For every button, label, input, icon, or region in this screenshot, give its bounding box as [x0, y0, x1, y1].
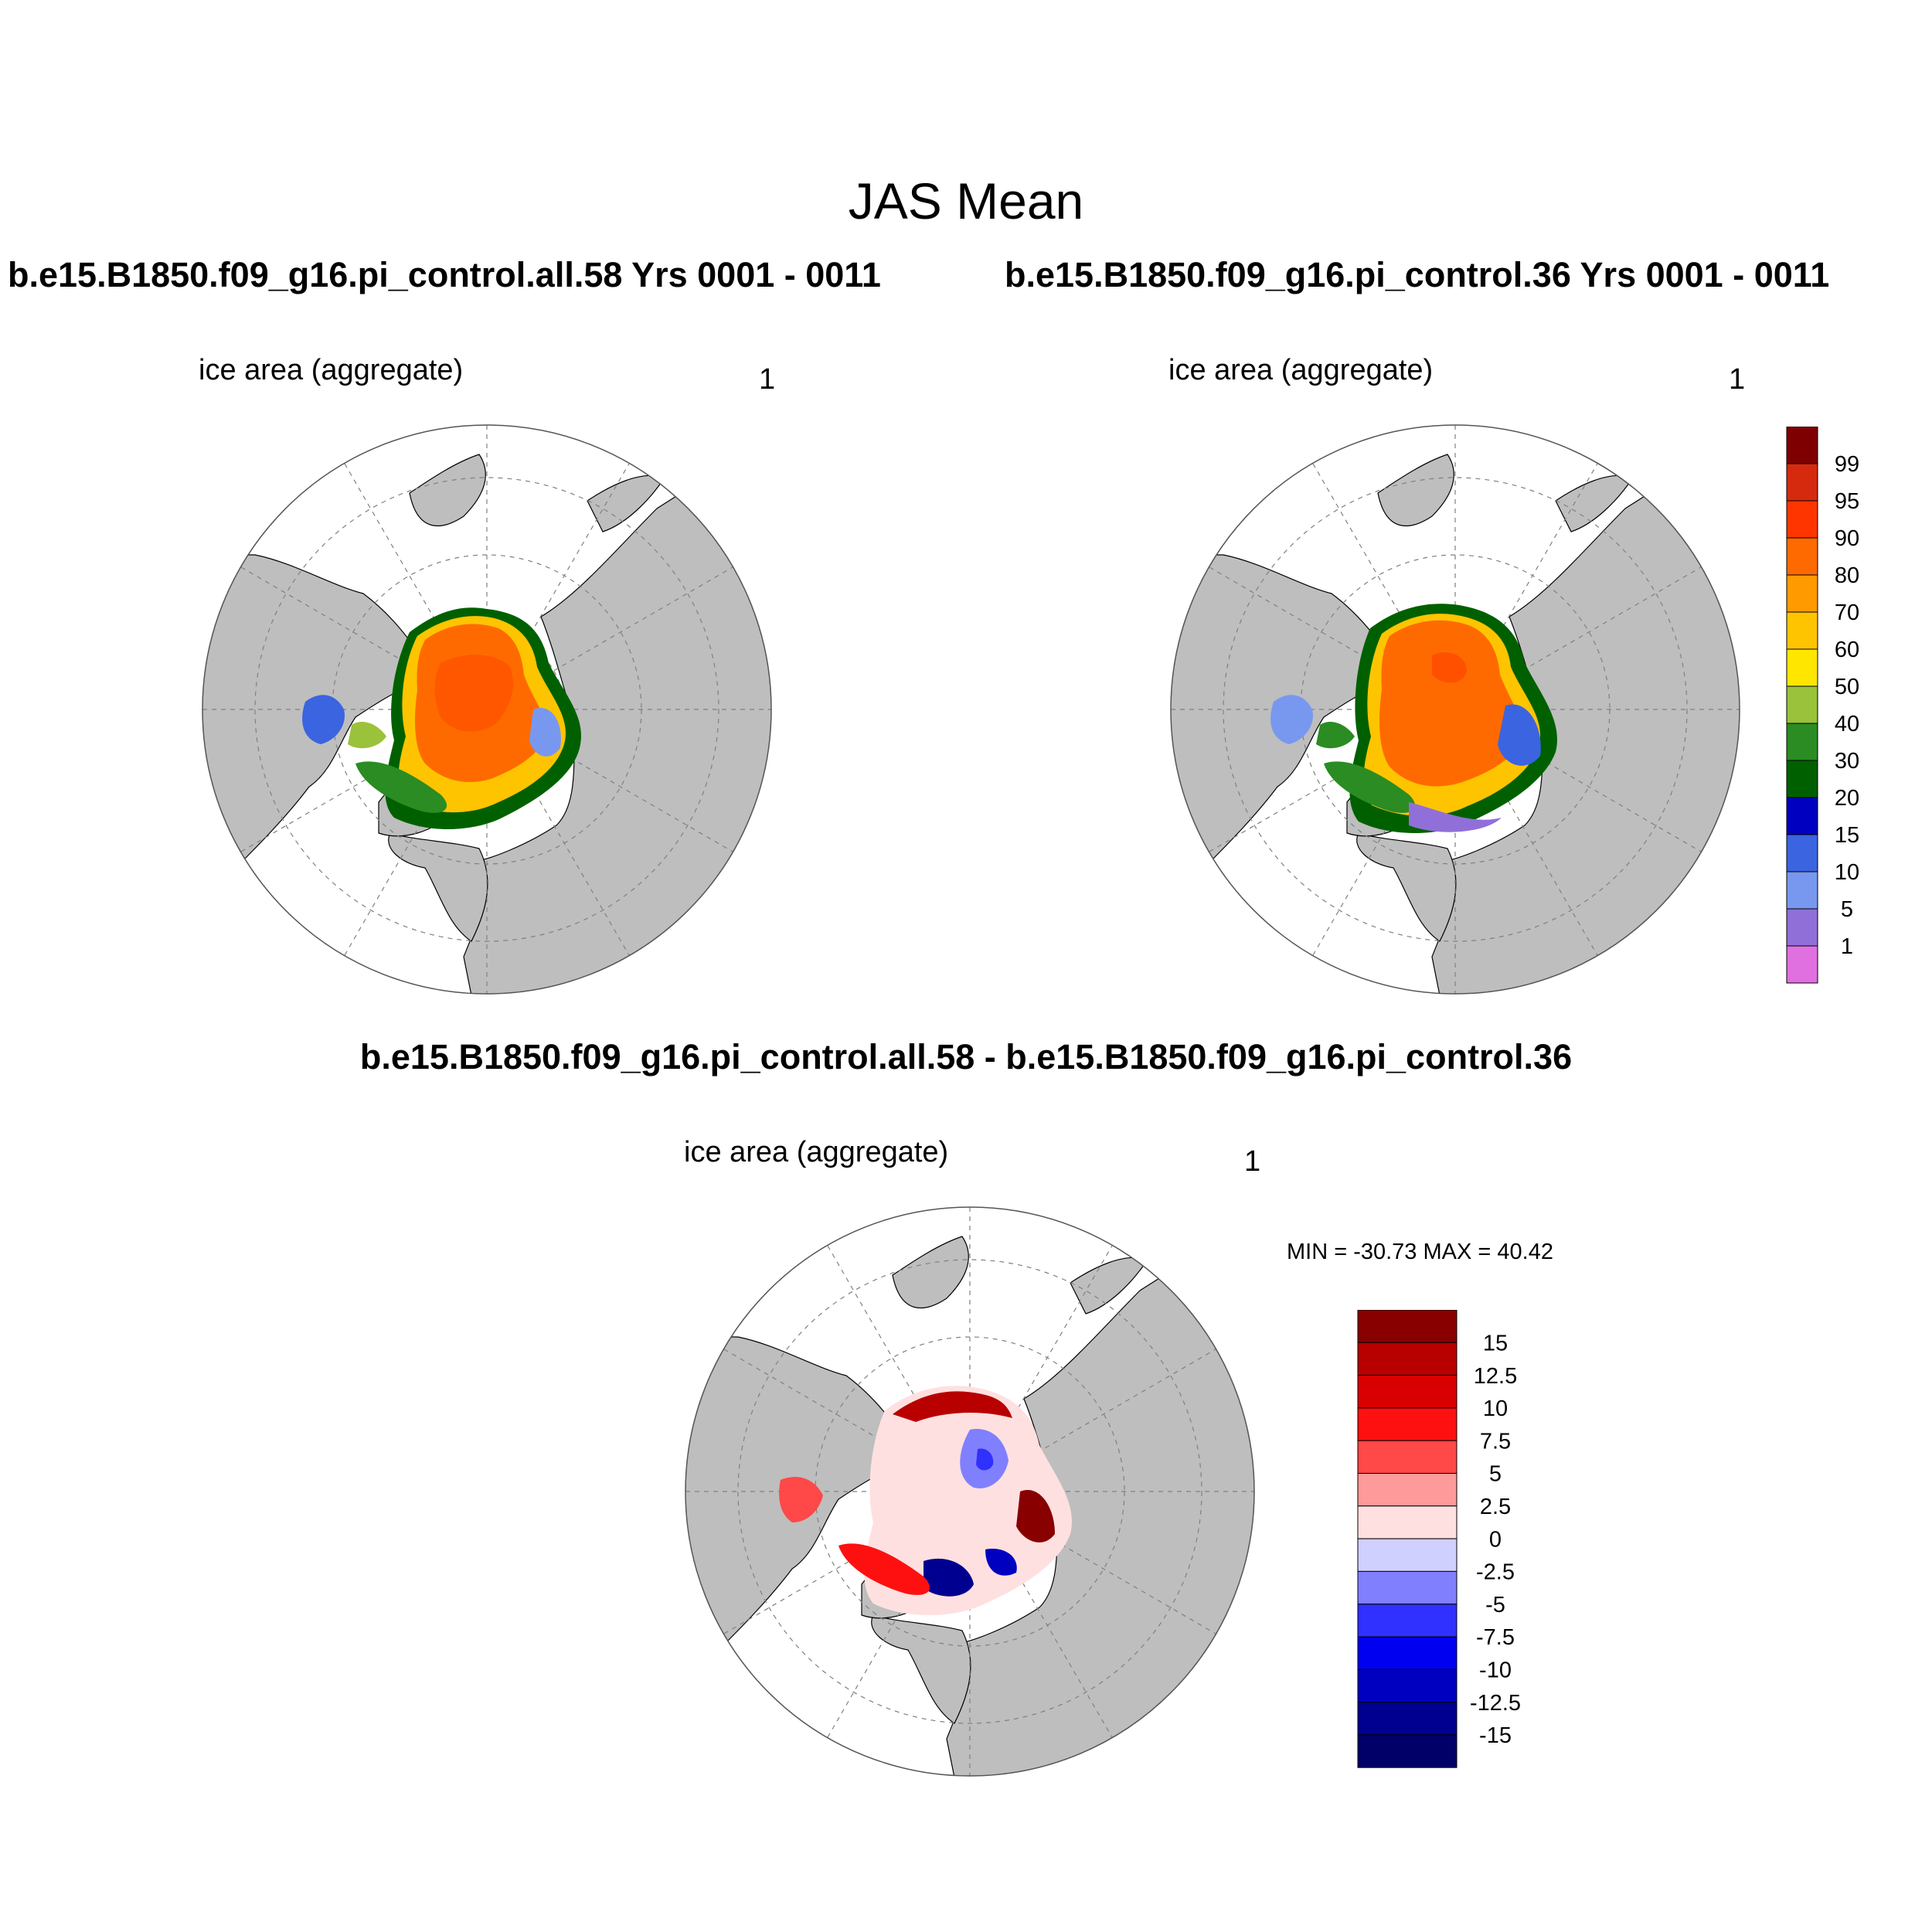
- ice-area-legend-label: 95: [1835, 489, 1859, 514]
- difference-legend-label: 15: [1483, 1331, 1508, 1355]
- difference-legend-label: 2.5: [1480, 1495, 1511, 1519]
- ice-area-legend-swatch: [1786, 723, 1818, 761]
- ice-area-legend-swatch: [1786, 427, 1818, 464]
- difference-legend-label: 0: [1489, 1527, 1502, 1552]
- ice-area-legend-swatch: [1786, 537, 1818, 576]
- diff-negative-blob: [923, 1558, 974, 1597]
- difference-legend-label: -15: [1479, 1723, 1512, 1748]
- panel1-ice-core: [415, 624, 547, 782]
- difference-legend-swatch: [1357, 1505, 1458, 1539]
- ice-area-legend-swatch: [1786, 834, 1818, 872]
- difference-legend-label: -7.5: [1476, 1625, 1515, 1650]
- diff-positive-barents: [1016, 1490, 1055, 1543]
- ice-area-legend-label: 70: [1835, 600, 1859, 625]
- ice-area-legend-swatch: [1786, 871, 1818, 910]
- difference-legend-label: 10: [1483, 1396, 1508, 1421]
- ice-area-legend-label: 15: [1835, 823, 1859, 848]
- difference-legend-swatch: [1357, 1407, 1458, 1441]
- panel1-ice-pack: [434, 655, 513, 732]
- difference-legend-swatch: [1357, 1636, 1458, 1670]
- ice-area-legend-swatch: [1786, 463, 1818, 502]
- ice-area-legend-swatch: [1786, 797, 1818, 835]
- ice-area-legend-swatch: [1786, 574, 1818, 613]
- ice-area-legend-swatch: [1786, 611, 1818, 650]
- ice-area-legend-label: 80: [1835, 563, 1859, 588]
- difference-legend-label: -5: [1485, 1593, 1505, 1617]
- difference-legend-label: 7.5: [1480, 1429, 1511, 1454]
- difference-legend-label: -10: [1479, 1658, 1512, 1682]
- diff-run-title: b.e15.B1850.f09_g16.pi_control.all.58 - …: [359, 1037, 1573, 1077]
- difference-legend-swatch: [1357, 1702, 1458, 1736]
- diff-units-label: 1: [1244, 1145, 1261, 1178]
- ice-area-legend-swatch: [1786, 760, 1818, 798]
- ice-area-legend-label: 60: [1835, 638, 1859, 662]
- ice-area-legend-label: 99: [1835, 452, 1859, 477]
- difference-legend-label: 5: [1489, 1462, 1502, 1487]
- panel1-polar-map: [201, 423, 773, 995]
- panel1-hudson-bay-ice: [302, 695, 345, 744]
- ice-area-legend-swatch: [1786, 685, 1818, 724]
- difference-legend-label: 12.5: [1474, 1364, 1517, 1389]
- ice-area-legend-swatch: [1786, 648, 1818, 687]
- ice-area-legend-label: 1: [1841, 934, 1853, 959]
- difference-legend-swatch: [1357, 1734, 1458, 1768]
- difference-legend-swatch: [1357, 1375, 1458, 1409]
- ice-area-legend-label: 30: [1835, 749, 1859, 774]
- panel2-units-label: 1: [1729, 363, 1746, 396]
- ice-area-legend-label: 40: [1835, 712, 1859, 736]
- panel2-polar-map: [1169, 423, 1741, 995]
- difference-legend-swatch: [1357, 1538, 1458, 1572]
- ice-area-legend-label: 50: [1835, 675, 1859, 699]
- panel1-units-label: 1: [759, 363, 776, 396]
- ice-area-legend-label: 5: [1841, 897, 1853, 922]
- difference-legend-swatch: [1357, 1668, 1458, 1703]
- diff-positive-arc: [893, 1391, 1012, 1422]
- ice-area-legend-label: 10: [1835, 860, 1859, 885]
- ice-area-legend-label: 90: [1835, 526, 1859, 551]
- panel2-variable-label: ice area (aggregate): [1168, 354, 1434, 386]
- panel1-run-title: b.e15.B1850.f09_g16.pi_control.all.58 Yr…: [8, 255, 881, 294]
- difference-legend-swatch: [1357, 1440, 1458, 1474]
- difference-legend-swatch: [1357, 1473, 1458, 1507]
- panel2-run-title: b.e15.B1850.f09_g16.pi_control.36 Yrs 00…: [1005, 255, 1830, 294]
- figure-title: JAS Mean: [848, 172, 1084, 230]
- diff-min-max-text: MIN = -30.73 MAX = 40.42: [1287, 1240, 1553, 1264]
- panel1-variable-label: ice area (aggregate): [199, 354, 464, 386]
- difference-legend-swatch: [1357, 1570, 1458, 1605]
- diff-ice-region: [864, 1386, 1072, 1615]
- difference-legend-swatch: [1357, 1604, 1458, 1638]
- diff-polar-map: [684, 1206, 1256, 1777]
- difference-legend-label: -2.5: [1476, 1560, 1515, 1585]
- diff-variable-label: ice area (aggregate): [684, 1136, 949, 1168]
- difference-legend-swatch: [1357, 1342, 1458, 1376]
- ice-area-legend-swatch: [1786, 500, 1818, 539]
- difference-legend-swatch: [1357, 1310, 1458, 1343]
- panel2-ice-core: [1379, 620, 1522, 787]
- ice-area-legend: 99 95 90 80 70 60 50 40 30 20 15 10 5 1: [1786, 427, 1859, 984]
- ice-area-legend-swatch: [1786, 908, 1818, 947]
- ice-area-legend-swatch: [1786, 945, 1818, 984]
- difference-legend: 15 12.5 10 7.5 5 2.5 0 -2.5 -5 -7.5 -10 -12.5 -15: [1357, 1310, 1521, 1768]
- difference-legend-label: -12.5: [1470, 1691, 1521, 1716]
- ice-area-legend-label: 20: [1835, 786, 1859, 811]
